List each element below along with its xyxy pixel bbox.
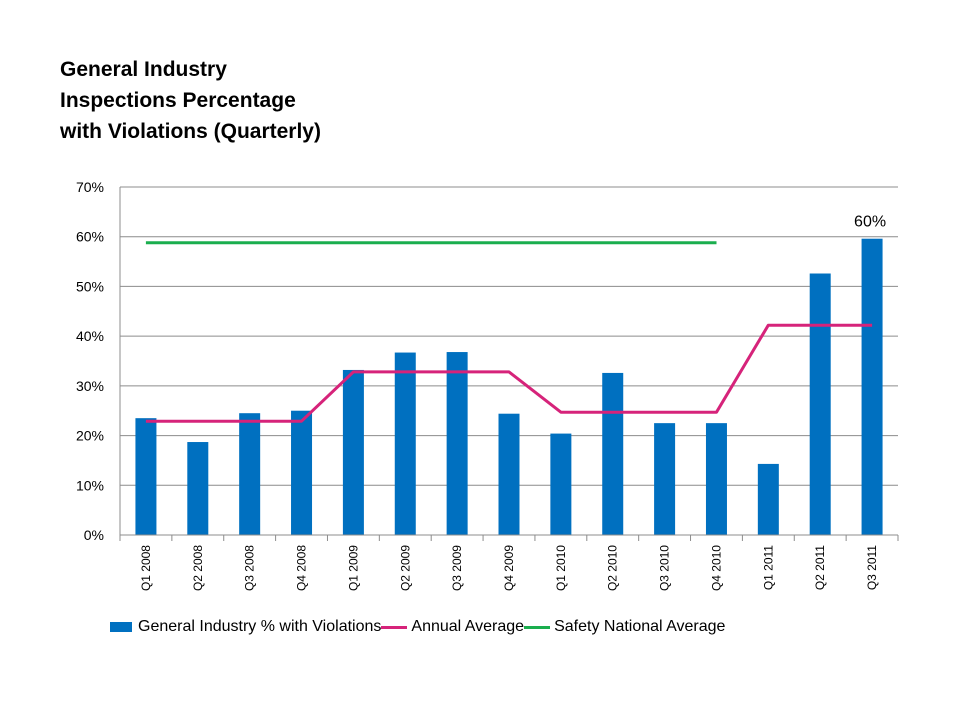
- x-tick-label: Q2 2010: [606, 545, 620, 591]
- y-tick-label: 30%: [76, 378, 104, 394]
- legend-item-bars: General Industry % with Violations: [110, 618, 381, 636]
- bar: [342, 369, 364, 535]
- chart-title-line-3: with Violations (Quarterly): [60, 120, 321, 143]
- x-tick-label: Q3 2009: [450, 545, 464, 591]
- legend: General Industry % with Violations Annua…: [110, 615, 725, 639]
- legend-item-annual-average: Annual Average: [381, 618, 524, 636]
- chart-title-line-1: General Industry: [60, 58, 227, 81]
- x-axis-ticks: Q1 2008 Q2 2008 Q3 2008 Q4 2008 Q1 2009 Q2 20…: [139, 545, 879, 591]
- bar: [861, 238, 883, 535]
- y-axis-ticks: 0% 10% 20% 30% 40% 50% 60% 70%: [76, 179, 104, 543]
- annotations: 60%: [854, 214, 886, 231]
- bar: [187, 442, 209, 535]
- data-label: 60%: [854, 214, 886, 231]
- legend-label-national-average: Safety National Average: [554, 618, 726, 635]
- bar: [654, 423, 676, 535]
- legend-item-national-average: Safety National Average: [524, 618, 725, 636]
- chart-title-line-2: Inspections Percentage: [60, 89, 296, 112]
- bar: [602, 372, 624, 535]
- x-tick-label: Q3 2008: [243, 545, 257, 591]
- bar: [498, 413, 520, 535]
- y-tick-label: 50%: [76, 278, 104, 294]
- y-tick-label: 60%: [76, 229, 104, 245]
- x-tick-label: Q4 2010: [709, 545, 723, 591]
- y-tick-label: 70%: [76, 179, 104, 195]
- chart-title: General Industry Inspections Percentage …: [60, 54, 321, 147]
- x-tick-label: Q1 2010: [554, 545, 568, 591]
- bar: [809, 273, 831, 535]
- annual-average-line: [145, 323, 873, 423]
- bar: [239, 413, 261, 535]
- legend-swatch-annual-average: [381, 625, 408, 629]
- legend-swatch-bars: [110, 622, 132, 632]
- bars: [135, 238, 883, 535]
- bar: [291, 410, 313, 535]
- legend-label-annual-average: Annual Average: [411, 618, 525, 635]
- x-tick-label: Q3 2011: [865, 545, 879, 590]
- bar: [757, 463, 779, 535]
- x-tick-label: Q2 2009: [398, 545, 412, 591]
- legend-swatch-national-average: [524, 625, 551, 629]
- bar: [135, 418, 157, 535]
- bar: [394, 352, 416, 535]
- series-lines: [145, 241, 873, 423]
- x-tick-label: Q1 2009: [346, 545, 360, 591]
- x-tick-label: Q3 2010: [658, 545, 672, 591]
- x-tick-label: Q2 2011: [813, 545, 827, 590]
- y-tick-label: 10%: [76, 477, 104, 493]
- y-tick-label: 20%: [76, 428, 104, 444]
- x-axis: [119, 187, 899, 541]
- x-tick-label: Q4 2009: [502, 545, 516, 591]
- bar: [550, 433, 572, 535]
- legend-label-bars: General Industry % with Violations: [138, 618, 382, 635]
- bar: [705, 423, 727, 535]
- y-tick-label: 0%: [84, 527, 104, 543]
- y-tick-label: 40%: [76, 328, 104, 344]
- x-tick-label: Q1 2008: [139, 545, 153, 591]
- x-tick-label: Q4 2008: [295, 545, 309, 591]
- bar: [446, 352, 468, 535]
- x-tick-label: Q1 2011: [761, 545, 775, 590]
- x-tick-label: Q2 2008: [191, 545, 205, 591]
